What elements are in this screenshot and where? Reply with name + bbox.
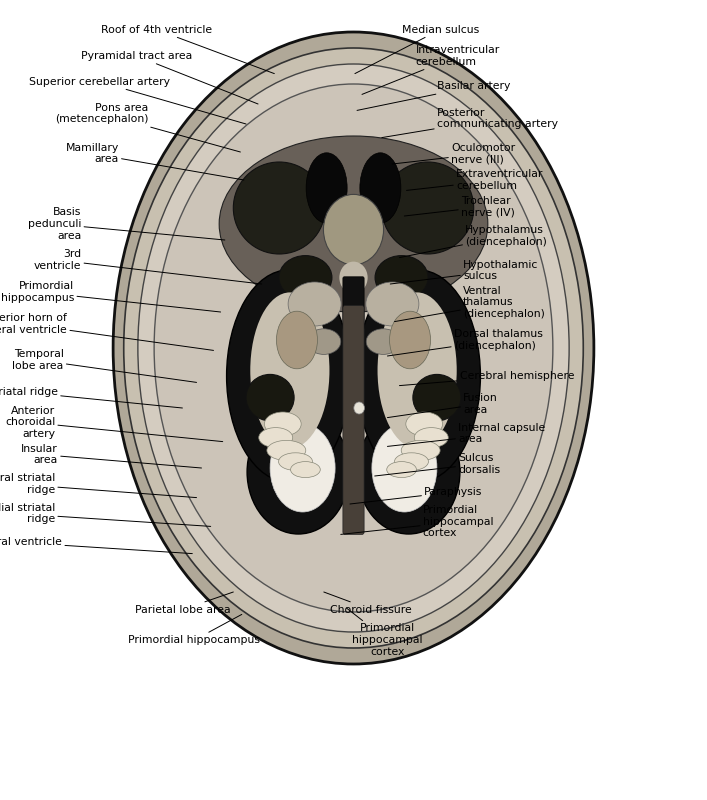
Text: Mamillary
area: Mamillary area (66, 142, 244, 180)
Text: Choroid fissure: Choroid fissure (324, 592, 412, 614)
Text: Parietal lobe area: Parietal lobe area (134, 592, 233, 614)
Ellipse shape (279, 256, 332, 300)
Ellipse shape (288, 282, 341, 326)
Text: Inferior horn of
lateral ventricle: Inferior horn of lateral ventricle (0, 313, 214, 350)
Text: Basilar artery: Basilar artery (357, 82, 510, 110)
Text: Temporal
lobe area: Temporal lobe area (13, 349, 197, 382)
Text: Trochlear
nerve (IV): Trochlear nerve (IV) (404, 196, 515, 217)
Text: Paraphysis: Paraphysis (350, 487, 483, 504)
Text: Insular
area: Insular area (21, 443, 201, 468)
Text: Superior cerebellar artery: Superior cerebellar artery (29, 77, 246, 124)
Text: Intraventricular
cerebellum: Intraventricular cerebellum (362, 45, 500, 94)
Text: Oculomotor
nerve (III): Oculomotor nerve (III) (392, 142, 515, 164)
Ellipse shape (233, 162, 325, 254)
Ellipse shape (360, 153, 401, 223)
Ellipse shape (382, 162, 474, 254)
Text: Anterior
choroidal
artery: Anterior choroidal artery (5, 406, 223, 442)
Ellipse shape (279, 453, 312, 470)
FancyBboxPatch shape (343, 306, 364, 534)
Ellipse shape (247, 410, 349, 534)
Ellipse shape (413, 374, 461, 421)
Text: Lateral ventricle: Lateral ventricle (0, 538, 192, 554)
Ellipse shape (324, 194, 384, 265)
Ellipse shape (402, 440, 440, 461)
Text: Hypothalamus
(diencephalon): Hypothalamus (diencephalon) (399, 226, 547, 258)
Ellipse shape (307, 329, 341, 354)
Text: Median sulcus: Median sulcus (355, 25, 479, 74)
Ellipse shape (357, 410, 460, 534)
Ellipse shape (387, 462, 416, 478)
FancyBboxPatch shape (343, 277, 364, 330)
Text: Fusion
area: Fusion area (387, 393, 498, 418)
Ellipse shape (270, 424, 335, 512)
Text: Hypothalamic
sulcus: Hypothalamic sulcus (390, 259, 539, 284)
Text: Ventral
thalamus
(diencephalon): Ventral thalamus (diencephalon) (395, 286, 545, 322)
Text: Primordial
hippocampal
cortex: Primordial hippocampal cortex (346, 608, 423, 657)
Ellipse shape (395, 453, 428, 470)
Ellipse shape (113, 32, 594, 664)
Ellipse shape (264, 412, 301, 436)
Ellipse shape (138, 64, 569, 632)
Text: Pyramidal tract area: Pyramidal tract area (81, 51, 258, 104)
Ellipse shape (291, 462, 320, 478)
Text: Primordial
hippocampal
cortex: Primordial hippocampal cortex (341, 505, 493, 538)
Text: Basis
pedunculi
area: Basis pedunculi area (28, 207, 225, 241)
Ellipse shape (154, 84, 553, 612)
Text: Sulcus
dorsalis: Sulcus dorsalis (375, 453, 501, 476)
Text: Roof of 4th ventricle: Roof of 4th ventricle (101, 25, 274, 74)
Text: Primordial hippocampus: Primordial hippocampus (129, 614, 260, 645)
Text: Internal capsule
area: Internal capsule area (387, 422, 545, 446)
Ellipse shape (226, 270, 351, 482)
Ellipse shape (366, 329, 400, 354)
Text: Posterior
communicating artery: Posterior communicating artery (382, 108, 558, 138)
Ellipse shape (356, 270, 481, 482)
Ellipse shape (219, 136, 488, 312)
Text: Lateral striatal
ridge: Lateral striatal ridge (0, 473, 197, 498)
Ellipse shape (306, 153, 347, 223)
Ellipse shape (267, 440, 306, 461)
Ellipse shape (414, 427, 448, 448)
Text: Extraventricular
cerebellum: Extraventricular cerebellum (407, 170, 544, 190)
Ellipse shape (354, 402, 365, 414)
Ellipse shape (372, 424, 437, 512)
Text: Medial striatal
ridge: Medial striatal ridge (0, 503, 211, 526)
Ellipse shape (366, 282, 419, 326)
Ellipse shape (390, 311, 431, 369)
Ellipse shape (375, 256, 428, 300)
Ellipse shape (378, 293, 457, 449)
Text: Pons area
(metencephalon): Pons area (metencephalon) (55, 103, 240, 152)
Text: 3rd
ventricle: 3rd ventricle (34, 250, 262, 284)
Ellipse shape (339, 262, 368, 294)
Ellipse shape (250, 293, 329, 449)
Ellipse shape (124, 48, 583, 648)
Text: Striatal ridge: Striatal ridge (0, 387, 182, 408)
Text: Dorsal thalamus
(diencephalon): Dorsal thalamus (diencephalon) (387, 330, 543, 356)
Ellipse shape (276, 311, 317, 369)
Ellipse shape (406, 412, 443, 436)
Ellipse shape (246, 374, 294, 421)
Text: Primordial
hippocampus: Primordial hippocampus (1, 282, 221, 312)
Ellipse shape (259, 427, 293, 448)
Text: Cerebral hemisphere: Cerebral hemisphere (399, 371, 574, 386)
